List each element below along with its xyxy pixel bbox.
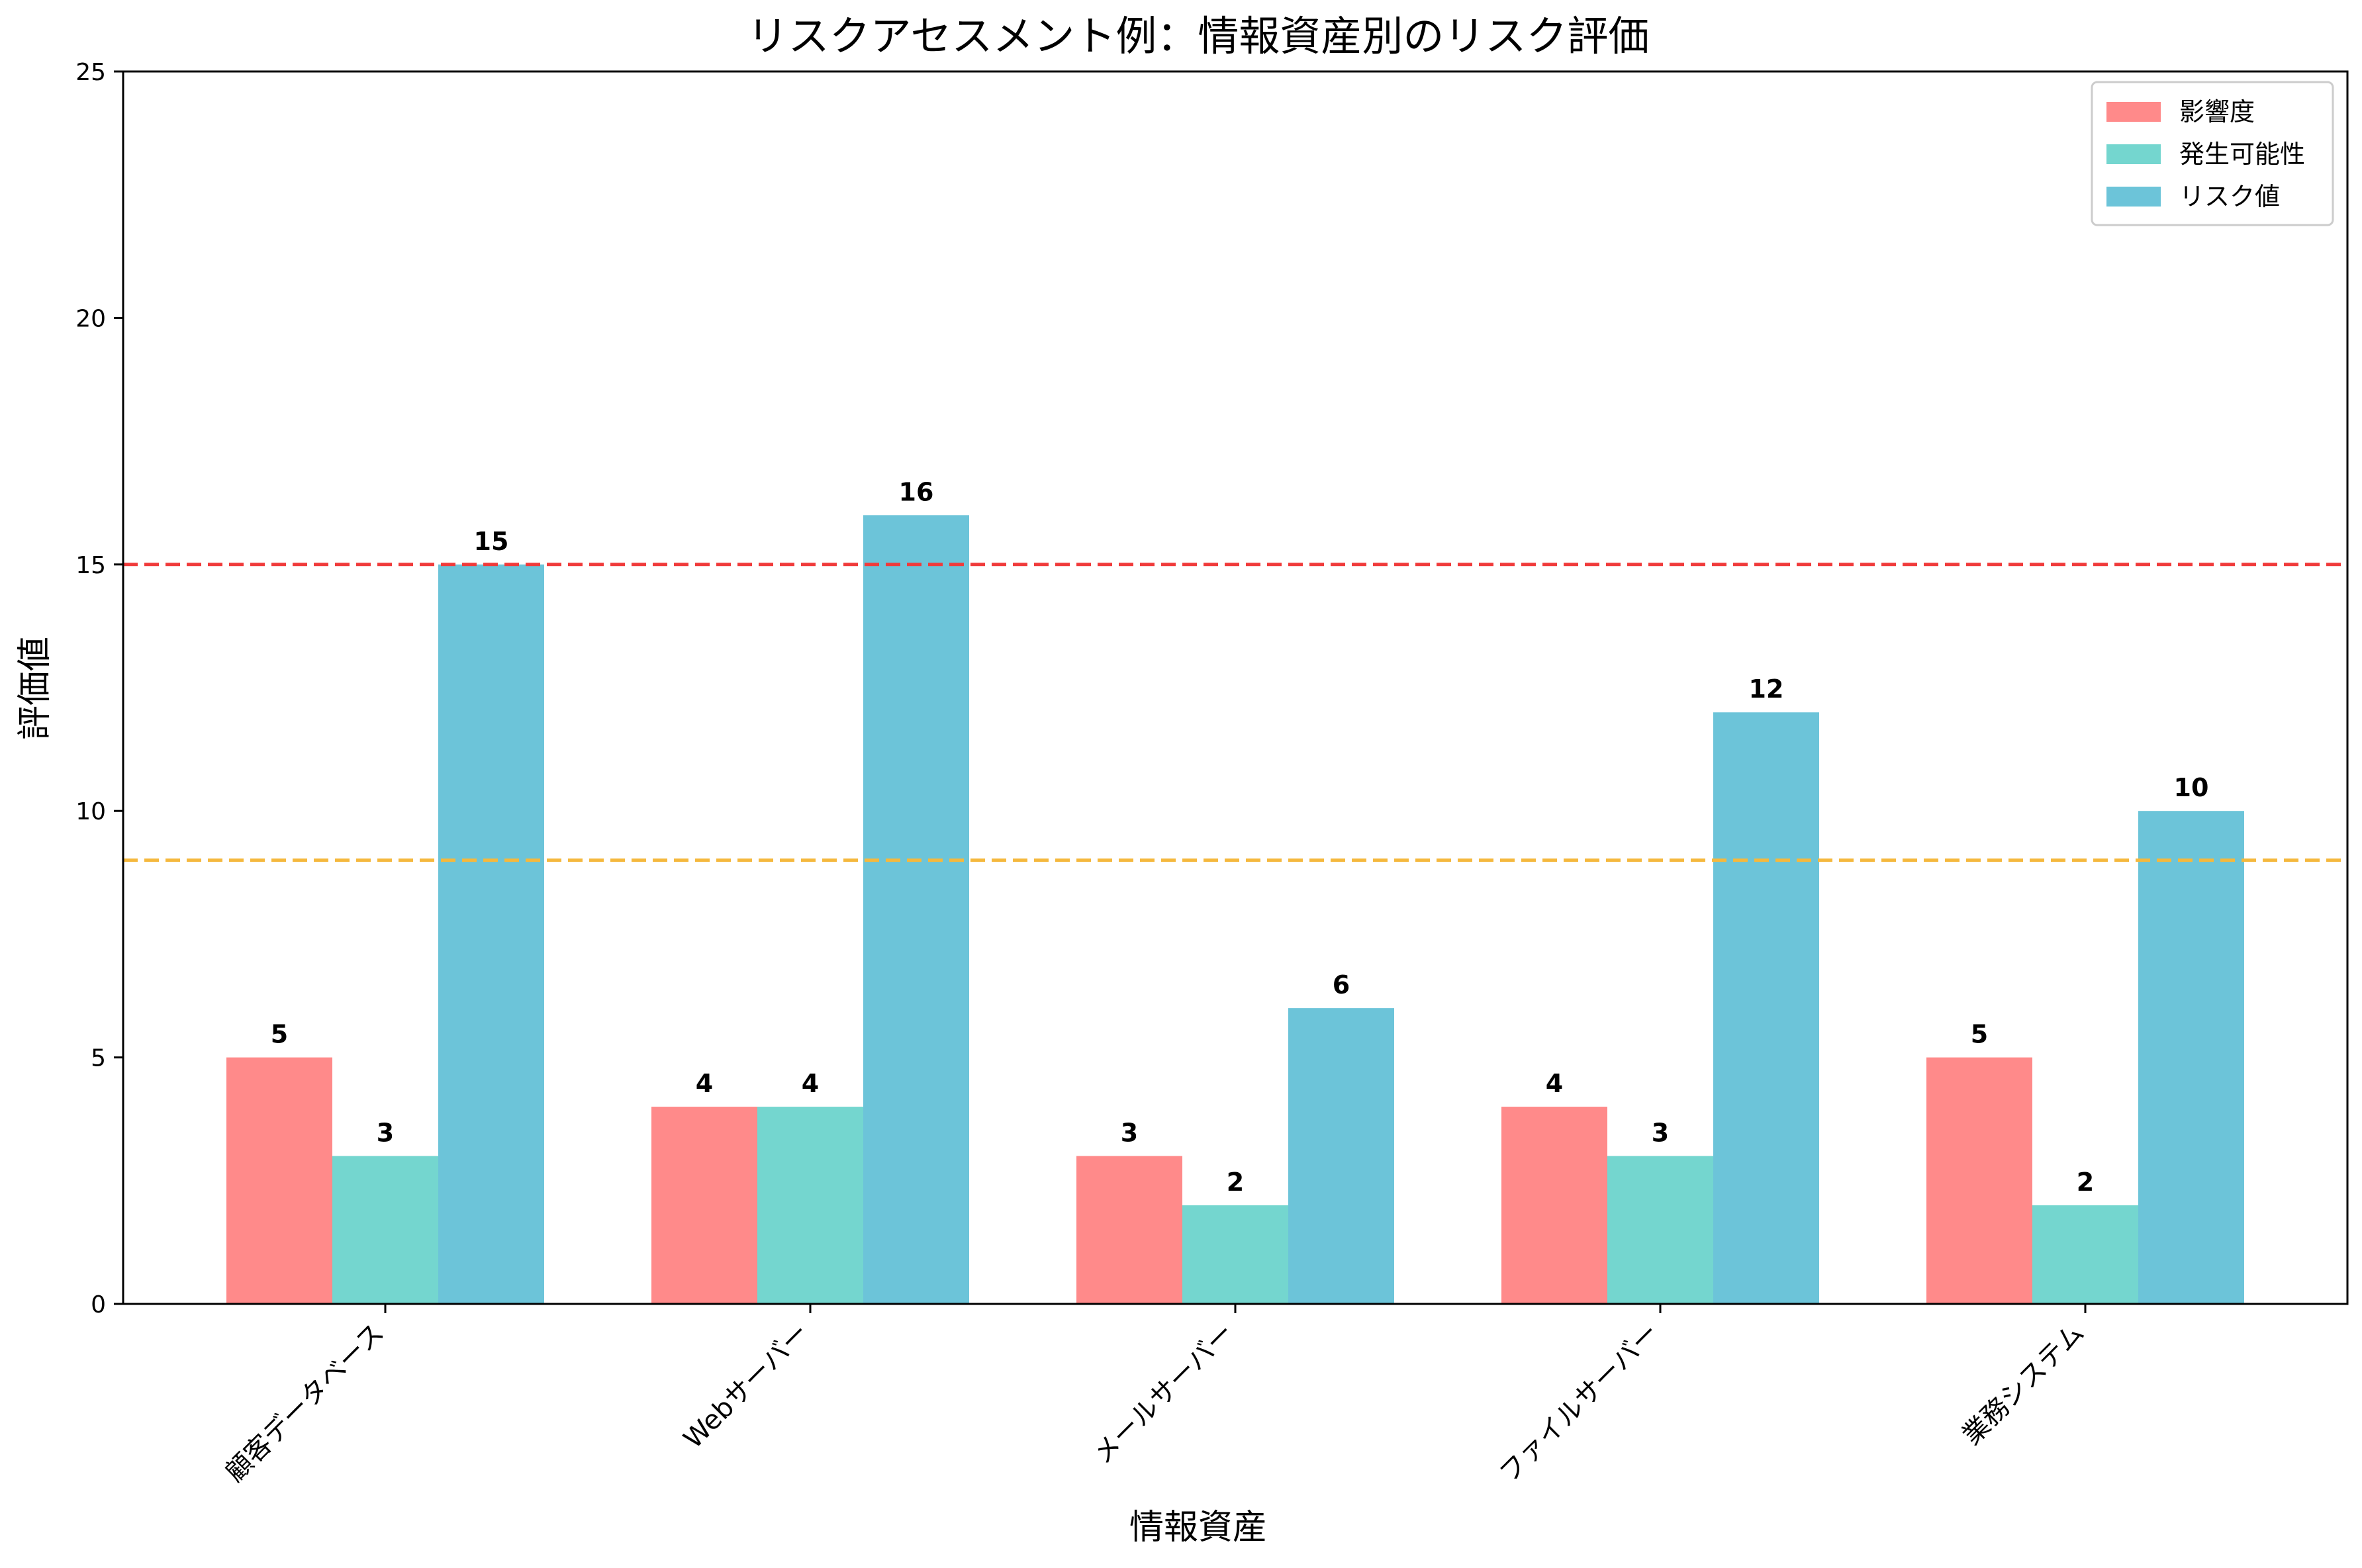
y-tick-label-0: 0 — [91, 1291, 106, 1318]
chart-title: リスクアセスメント例：情報資産別のリスク評価 — [747, 12, 1650, 60]
bar-1-2 — [651, 1107, 757, 1304]
value-label-2-4: 3 — [1652, 1119, 1669, 1148]
bar-2-4 — [1607, 1156, 1713, 1304]
value-label-3-1: 15 — [474, 527, 509, 556]
legend-swatch-2 — [2106, 144, 2161, 164]
value-label-1-1: 5 — [271, 1020, 288, 1049]
bar-3-5 — [2138, 811, 2244, 1304]
value-label-1-3: 3 — [1121, 1119, 1138, 1148]
bar-3-3 — [1288, 1008, 1394, 1304]
y-tick-label-4: 20 — [75, 305, 106, 332]
value-label-3-4: 12 — [1749, 674, 1784, 704]
value-label-3-2: 16 — [899, 477, 934, 506]
value-label-2-2: 4 — [802, 1069, 819, 1098]
y-axis: 0 5 10 15 20 25 — [75, 59, 123, 1318]
value-label-1-2: 4 — [696, 1069, 713, 1098]
bar-3-1 — [438, 564, 544, 1304]
value-labels: 5 4 3 4 5 3 4 2 3 2 15 16 6 12 10 — [271, 477, 2209, 1197]
bar-2-5 — [2032, 1205, 2138, 1304]
bar-2-2 — [757, 1107, 863, 1304]
bar-1-1 — [226, 1057, 332, 1304]
y-axis-label: 評価値 — [15, 637, 55, 740]
y-tick-label-5: 25 — [75, 59, 106, 86]
bar-2-1 — [332, 1156, 438, 1304]
value-label-2-1: 3 — [377, 1119, 394, 1148]
y-tick-label-1: 5 — [91, 1045, 106, 1072]
value-label-3-5: 10 — [2174, 773, 2209, 802]
x-axis-label: 情報資産 — [1129, 1508, 1267, 1547]
y-tick-label-3: 15 — [75, 552, 106, 579]
bar-1-3 — [1076, 1156, 1182, 1304]
reference-lines — [123, 563, 2347, 862]
legend-swatch-3 — [2106, 187, 2161, 207]
value-label-2-3: 2 — [1227, 1168, 1244, 1197]
y-tick-label-2: 10 — [75, 798, 106, 825]
bar-group — [226, 515, 2244, 1304]
legend-label-2: 発生可能性 — [2179, 140, 2305, 169]
legend-swatch-1 — [2106, 102, 2161, 122]
legend-label-1: 影響度 — [2179, 97, 2255, 126]
bar-3-4 — [1713, 712, 1819, 1304]
value-label-1-5: 5 — [1971, 1020, 1988, 1049]
legend-label-3: リスク値 — [2179, 182, 2280, 211]
bar-1-4 — [1501, 1107, 1607, 1304]
bar-2-3 — [1182, 1205, 1288, 1304]
bar-1-5 — [1926, 1057, 2032, 1304]
value-label-1-4: 4 — [1546, 1069, 1563, 1098]
value-label-3-3: 6 — [1333, 970, 1350, 999]
bar-3-2 — [863, 515, 969, 1304]
plot-frame — [122, 70, 2349, 1305]
value-label-2-5: 2 — [2077, 1168, 2094, 1197]
